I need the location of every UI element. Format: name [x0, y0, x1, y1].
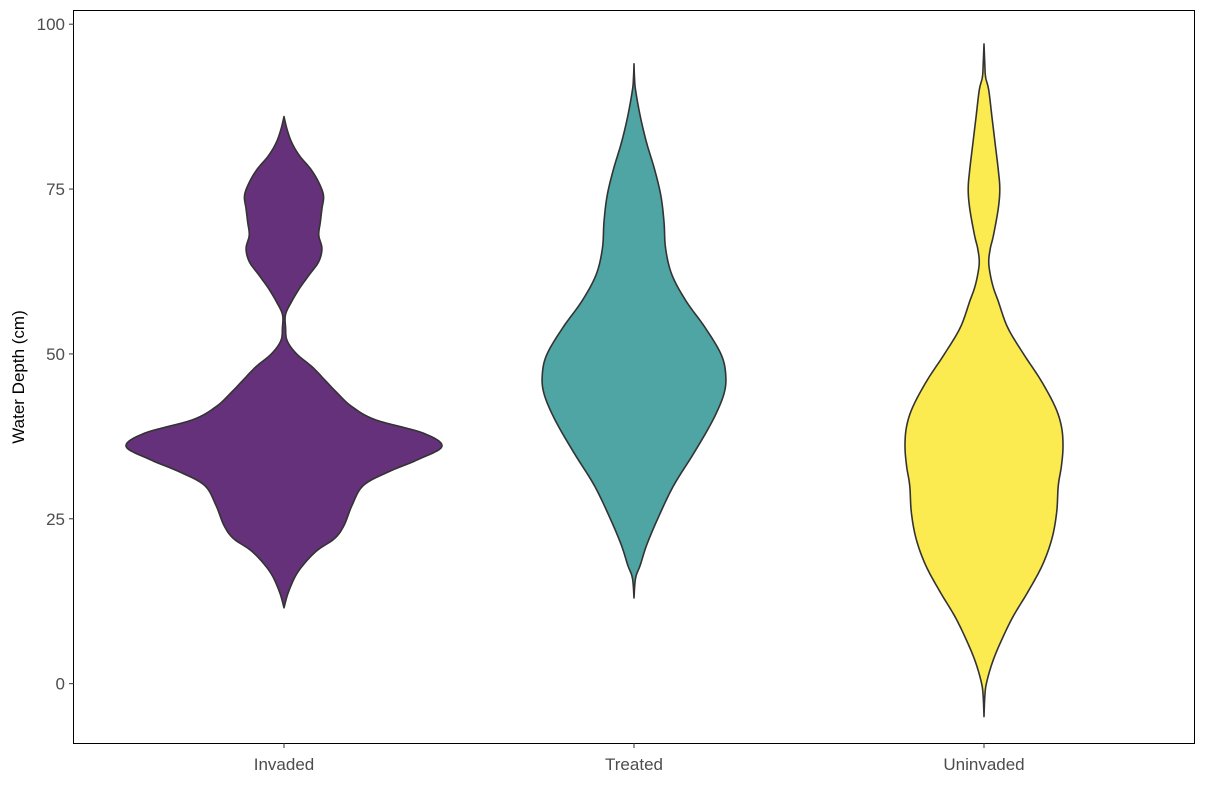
violin-invaded: [125, 115, 443, 609]
y-tick-label: 50: [46, 345, 65, 364]
violin-treated: [541, 62, 727, 599]
y-tick-label: 0: [56, 675, 65, 694]
x-axis: Invaded Treated Uninvaded: [254, 743, 1025, 774]
y-tick-label: 25: [46, 510, 65, 529]
y-tick-label: 100: [37, 15, 65, 34]
y-tick-label: 75: [46, 180, 65, 199]
violin-uninvaded: [904, 43, 1064, 718]
x-tick-label-uninvaded: Uninvaded: [943, 755, 1024, 774]
y-axis: 0 25 50 75 100: [37, 15, 74, 694]
violins-layer: [125, 43, 1064, 718]
y-axis-title: Water Depth (cm): [9, 310, 28, 444]
x-tick-label-invaded: Invaded: [254, 755, 315, 774]
x-tick-label-treated: Treated: [605, 755, 663, 774]
